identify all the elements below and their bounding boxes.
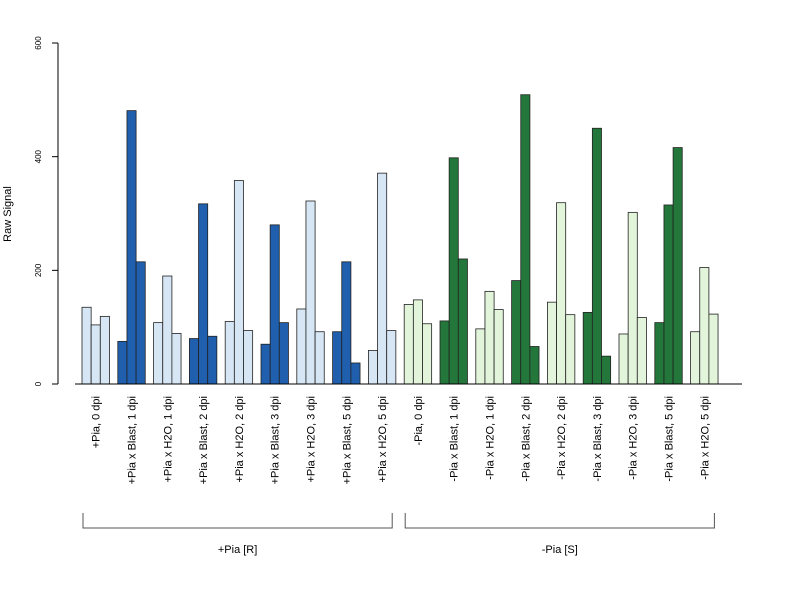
bar: [332, 331, 343, 385]
x-tick-label: +Pia x H2O, 3 dpi: [306, 396, 318, 483]
bar: [90, 324, 101, 385]
bar: [314, 331, 325, 385]
bar: [448, 157, 459, 385]
y-tick-label: 600: [34, 36, 43, 50]
group-label: -Pia [S]: [542, 544, 578, 556]
y-axis: 0 200 400 600: [34, 36, 59, 386]
bar: [457, 258, 468, 385]
bar: [135, 261, 146, 385]
x-tick-label: +Pia x Blast, 1 dpi: [127, 396, 139, 484]
group-bracket: [404, 513, 715, 529]
bar: [582, 311, 593, 385]
bar: [636, 317, 647, 385]
bar: [511, 280, 522, 385]
bar: [198, 203, 209, 385]
x-tick-label: +Pia x Blast, 3 dpi: [270, 396, 282, 484]
x-tick-label: -Pia x Blast, 5 dpi: [664, 396, 676, 482]
bar: [520, 94, 531, 385]
x-tick-label: -Pia x H2O, 2 dpi: [556, 396, 568, 480]
x-tick-label: +Pia x Blast, 5 dpi: [341, 396, 353, 484]
bar: [224, 321, 235, 385]
bar: [269, 224, 280, 385]
bar: [556, 202, 567, 385]
x-tick-label: +Pia x H2O, 2 dpi: [234, 396, 246, 483]
x-tick-label: +Pia, 0 dpi: [91, 396, 103, 448]
x-tick-label: +Pia x H2O, 1 dpi: [162, 396, 174, 483]
group-bracket: [82, 513, 393, 529]
bar: [618, 333, 629, 385]
bar: [591, 127, 602, 385]
bar: [188, 338, 199, 385]
bar: [690, 331, 701, 385]
bar: [422, 323, 433, 385]
bar: [99, 315, 110, 385]
bar: [117, 340, 128, 385]
bar: [699, 267, 710, 385]
bar: [278, 322, 289, 385]
bars-layer: [81, 94, 719, 385]
bar: [529, 346, 540, 385]
bar: [708, 313, 719, 385]
bar: [565, 314, 576, 385]
y-tick-label: 400: [34, 149, 43, 163]
bar: [207, 335, 218, 385]
x-tick-label: -Pia x Blast, 3 dpi: [592, 396, 604, 482]
y-axis-label: Raw Signal: [2, 186, 14, 242]
bar: [233, 180, 244, 385]
x-tick-label: -Pia x H2O, 5 dpi: [699, 396, 711, 480]
group-label: +Pia [R]: [218, 544, 257, 556]
bar: [162, 275, 173, 385]
x-tick-label: -Pia, 0 dpi: [413, 396, 425, 446]
bar: [412, 299, 423, 385]
y-tick-label: 200: [34, 263, 43, 277]
x-tick-label: -Pia x H2O, 3 dpi: [628, 396, 640, 480]
bar: [153, 322, 164, 385]
bar: [367, 350, 378, 385]
x-tick-label: -Pia x Blast, 1 dpi: [449, 396, 461, 482]
y-tick-label: 0: [34, 381, 43, 386]
bar: [627, 211, 638, 385]
bar: [341, 261, 352, 385]
bar: [484, 290, 495, 385]
x-tick-label: +Pia x Blast, 2 dpi: [198, 396, 210, 484]
group-brackets: +Pia [R] -Pia [S]: [82, 513, 715, 556]
bar: [672, 147, 683, 385]
bar: [377, 172, 388, 385]
bar: [475, 328, 486, 385]
bar: [350, 362, 361, 385]
bar: [493, 309, 504, 385]
x-tick-label: -Pia x H2O, 1 dpi: [485, 396, 497, 480]
bar: [601, 355, 612, 385]
bar: [654, 322, 665, 385]
bar: [171, 333, 182, 385]
bar: [547, 301, 557, 385]
bar: [126, 110, 137, 385]
bar: [305, 200, 316, 385]
category-labels: +Pia, 0 dpi +Pia x Blast, 1 dpi +Pia x H2O…: [91, 396, 712, 484]
x-tick-label: +Pia x H2O, 5 dpi: [377, 396, 389, 483]
bar: [663, 204, 674, 385]
bar: [260, 343, 271, 385]
bar: [439, 320, 450, 385]
bar: [243, 330, 254, 385]
bar: [386, 330, 397, 385]
bar: [403, 304, 414, 385]
bar: [81, 306, 92, 385]
x-tick-label: -Pia x Blast, 2 dpi: [520, 396, 532, 482]
bar: [296, 308, 307, 385]
